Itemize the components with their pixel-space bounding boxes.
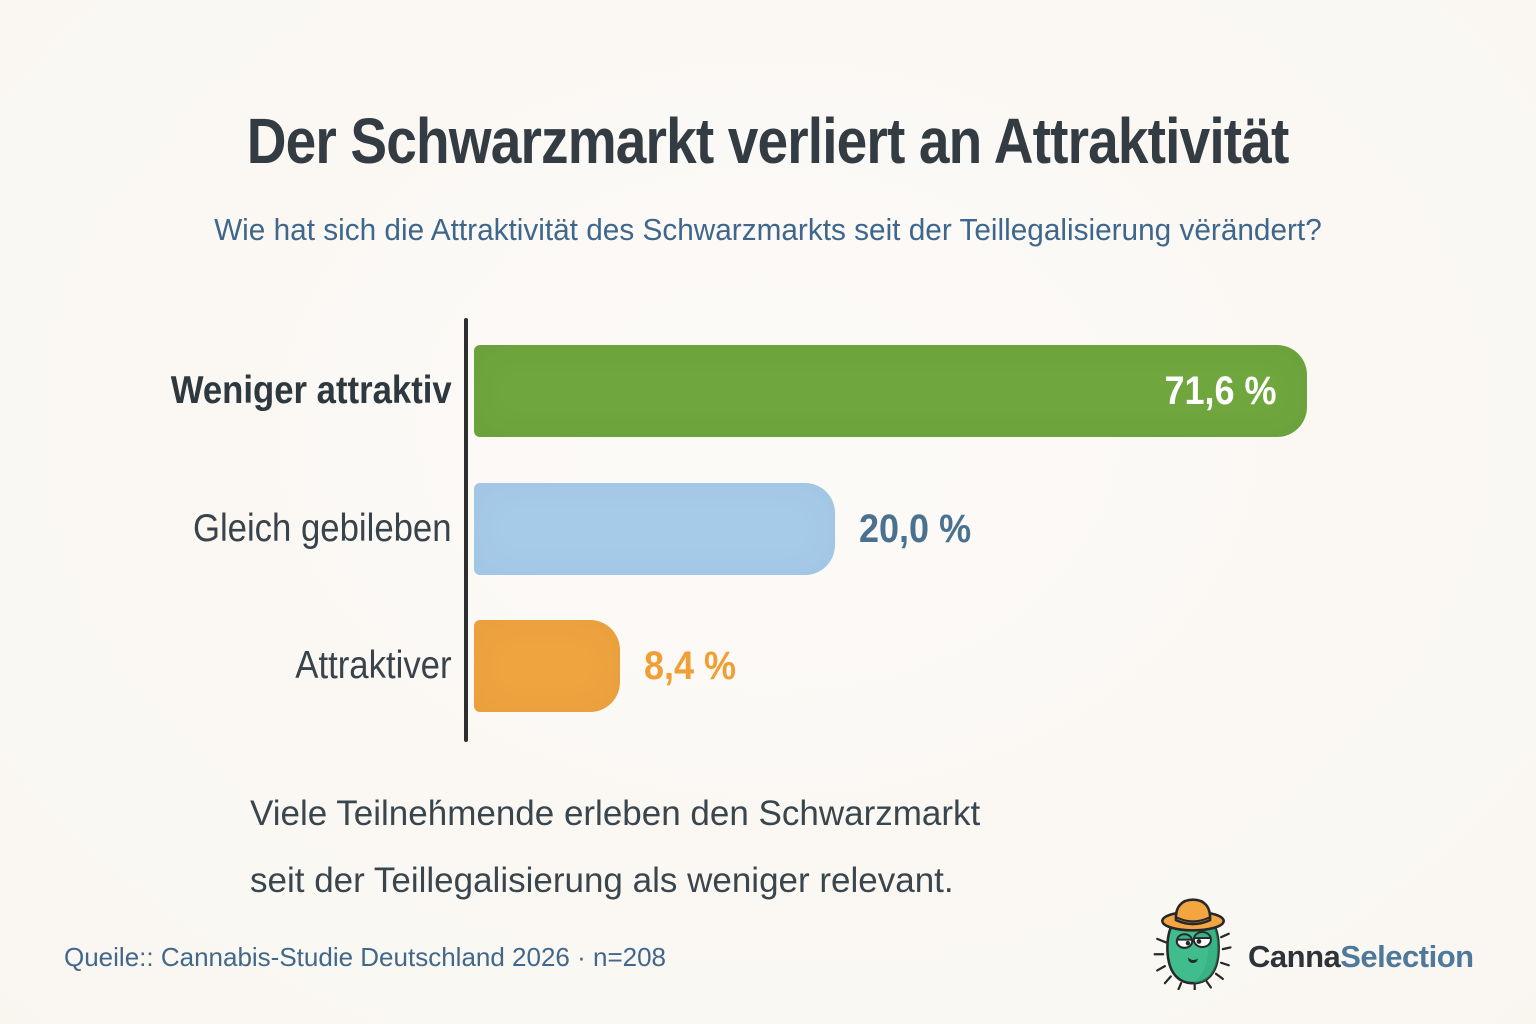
page-title-text: Der Schwarzmarkt verliert an Attraktivit… — [247, 105, 1290, 177]
bar-row-attraktiver: Attraktiver 8,4 % — [0, 620, 1536, 712]
value-label-gleich-geblieben: 20,0 % — [859, 506, 972, 551]
chart-note: Viele Teilneh́mende erleben den Schwarzm… — [250, 780, 980, 914]
source-text: Queile:: Cannabis-Studie Deutschland 202… — [64, 942, 667, 972]
bar-row-weniger-attraktiv: Weniger attraktiv 71,6 % — [0, 345, 1536, 437]
value-label-attraktiver: 8,4 % — [644, 643, 737, 688]
category-label-gleich-geblieben: Gleich gebileben — [0, 483, 452, 575]
page-subtitle-text: Wie hat sich die Attraktivität des Schwa… — [214, 212, 1322, 247]
bar-strip: 71,6 % — [474, 345, 1307, 437]
bar-strip: 8,4 % — [474, 620, 746, 712]
chart-axis-line — [464, 318, 468, 742]
page-title: Der Schwarzmarkt verliert an Attraktivit… — [0, 104, 1536, 178]
brand-part-selection: Selection — [1340, 939, 1474, 974]
category-label-text: Weniger attraktiv — [171, 369, 452, 412]
chart-note-line2: seit der Teillegalisierung als weniger r… — [250, 861, 954, 900]
category-label-text: Attraktiver — [295, 644, 452, 687]
chart-note-line1: Viele Teilneh́mende erleben den Schwarzm… — [250, 794, 981, 833]
page-subtitle: Wie hat sich die Attraktivität des Schwa… — [0, 212, 1536, 248]
bar-row-gleich-geblieben: Gleich gebileben 20,0 % — [0, 483, 1536, 575]
bar-strip: 20,0 % — [474, 483, 984, 575]
bar-weniger-attraktiv: 71,6 % — [474, 345, 1307, 437]
brand-logo: CannaSelection — [1150, 898, 1474, 990]
category-label-attraktiver: Attraktiver — [0, 620, 452, 712]
bar-gleich-geblieben — [474, 483, 835, 575]
bar-attraktiver — [474, 620, 620, 712]
brand-wordmark: CannaSelection — [1248, 913, 1474, 975]
value-label-weniger-attraktiv: 71,6 % — [1164, 368, 1277, 413]
cactus-mascot-icon — [1153, 898, 1232, 990]
category-label-text: Gleich gebileben — [193, 507, 452, 550]
brand-part-canna: Canna — [1248, 939, 1341, 974]
category-label-weniger-attraktiv: Weniger attraktiv — [0, 345, 452, 437]
